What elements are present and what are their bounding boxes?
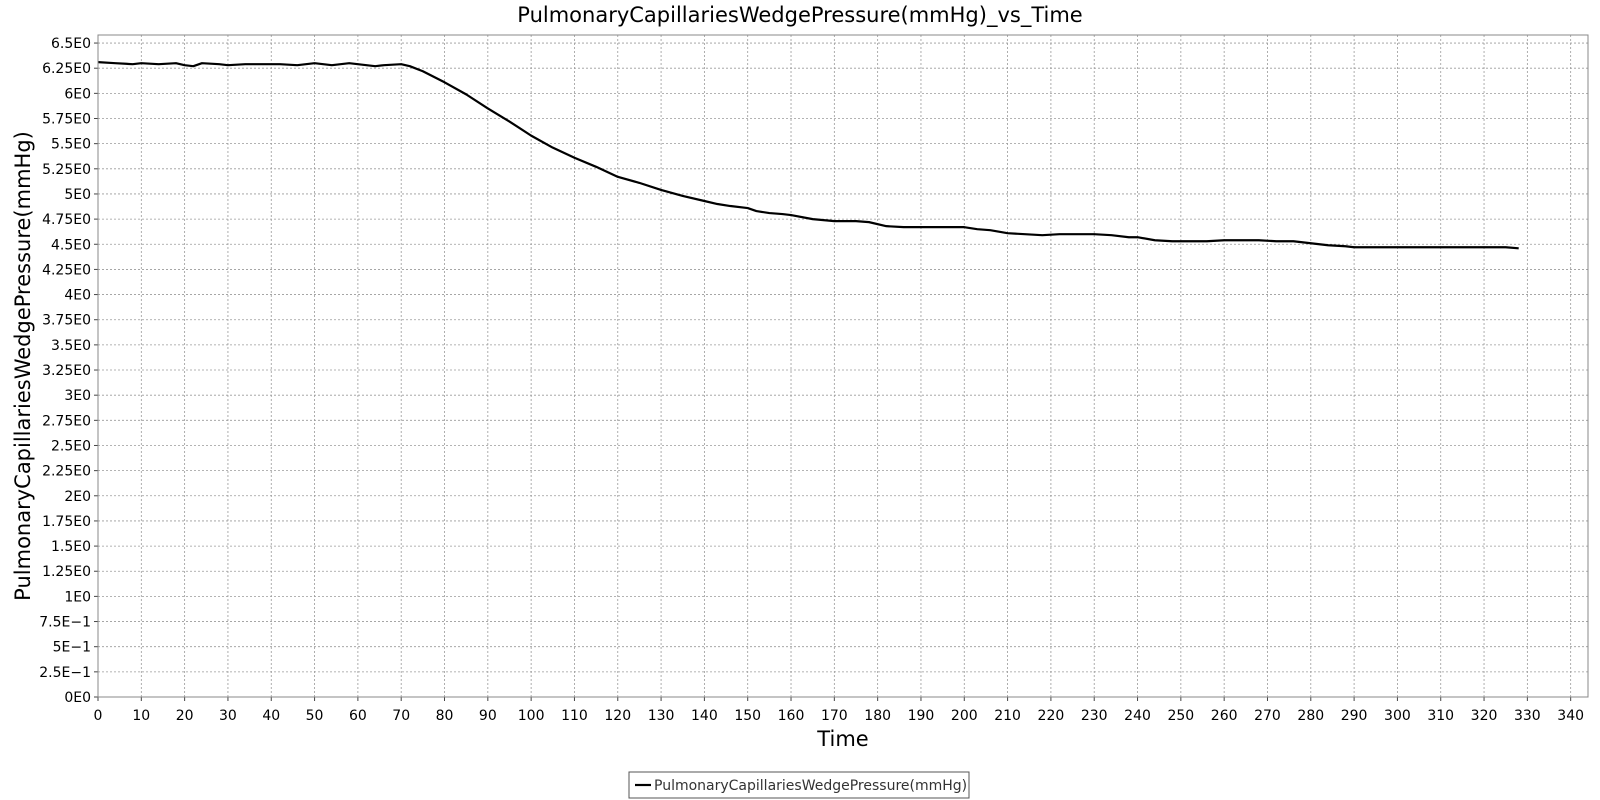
y-tick-label: 3.5E0 [51, 338, 91, 354]
x-axis-label: Time [816, 727, 868, 751]
x-tick-label: 60 [349, 708, 367, 724]
y-tick-label: 4.25E0 [42, 262, 91, 278]
y-tick-label: 5.25E0 [42, 162, 91, 178]
x-tick-label: 70 [392, 708, 410, 724]
y-tick-label: 2.5E0 [51, 438, 91, 454]
chart-title: PulmonaryCapillariesWedgePressure(mmHg)_… [517, 3, 1082, 28]
x-tick-label: 170 [821, 708, 848, 724]
x-tick-label: 200 [951, 708, 978, 724]
x-tick-label: 90 [479, 708, 497, 724]
y-tick-label: 5.5E0 [51, 137, 91, 153]
y-tick-label: 4.75E0 [42, 212, 91, 228]
y-axis-label: PulmonaryCapillariesWedgePressure(mmHg) [11, 131, 35, 601]
x-tick-label: 160 [778, 708, 805, 724]
x-tick-label: 150 [734, 708, 761, 724]
y-tick-label: 2.75E0 [42, 413, 91, 429]
x-tick-label: 10 [132, 708, 150, 724]
x-tick-label: 190 [908, 708, 935, 724]
y-tick-label: 0E0 [64, 690, 91, 706]
x-tick-label: 220 [1038, 708, 1065, 724]
y-tick-label: 6.5E0 [51, 36, 91, 52]
y-tick-label: 6E0 [64, 86, 91, 102]
x-tick-label: 330 [1514, 708, 1541, 724]
y-tick-label: 3.25E0 [42, 363, 91, 379]
x-tick-label: 240 [1124, 708, 1151, 724]
x-tick-label: 120 [604, 708, 631, 724]
y-tick-label: 5E−1 [53, 640, 91, 656]
x-tick-label: 130 [648, 708, 675, 724]
series-group [97, 61, 1519, 250]
x-tick-label: 250 [1167, 708, 1194, 724]
y-tick-label: 1.25E0 [42, 564, 91, 580]
y-tick-label: 3.75E0 [42, 313, 91, 329]
x-tick-label: 100 [518, 708, 545, 724]
y-tick-label: 5E0 [64, 187, 91, 203]
x-tick-label: 20 [176, 708, 194, 724]
y-axis-ticks: 0E0 2.5E−1 5E−1 7.5E−1 1E0 1.25E0 1.5E0 1.75E0 2… [39, 36, 98, 706]
x-tick-label: 270 [1254, 708, 1281, 724]
x-tick-label: 0 [94, 708, 103, 724]
y-tick-label: 2.25E0 [42, 464, 91, 480]
gridlines [97, 35, 1588, 698]
x-tick-label: 80 [436, 708, 454, 724]
x-tick-label: 50 [306, 708, 324, 724]
x-tick-label: 260 [1211, 708, 1238, 724]
legend-box [628, 771, 970, 799]
x-tick-label: 290 [1341, 708, 1368, 724]
y-tick-label: 2.5E−1 [39, 665, 91, 681]
x-tick-label: 320 [1471, 708, 1498, 724]
y-tick-label: 5.75E0 [42, 112, 91, 128]
y-tick-label: 1E0 [64, 589, 91, 605]
plot-border [97, 34, 1589, 698]
plot-area [98, 35, 1588, 697]
x-tick-label: 230 [1081, 708, 1108, 724]
x-tick-label: 40 [262, 708, 280, 724]
y-tick-label: 4.5E0 [51, 237, 91, 253]
x-tick-label: 340 [1557, 708, 1584, 724]
y-tick-label: 3E0 [64, 388, 91, 404]
y-tick-label: 4E0 [64, 288, 91, 304]
y-tick-label: 6.25E0 [42, 61, 91, 77]
y-tick-label: 7.5E−1 [39, 615, 91, 631]
x-tick-label: 140 [691, 708, 718, 724]
x-tick-label: 310 [1427, 708, 1454, 724]
x-tick-label: 110 [561, 708, 588, 724]
y-tick-label: 1.5E0 [51, 539, 91, 555]
x-tick-label: 300 [1384, 708, 1411, 724]
x-tick-label: 30 [219, 708, 237, 724]
legend-entry: PulmonaryCapillariesWedgePressure(mmHg) [654, 778, 967, 794]
y-tick-label: 2E0 [64, 489, 91, 505]
x-tick-label: 280 [1297, 708, 1324, 724]
x-tick-label: 210 [994, 708, 1021, 724]
series-line [97, 61, 1519, 250]
y-tick-label: 1.75E0 [42, 514, 91, 530]
legend: PulmonaryCapillariesWedgePressure(mmHg) [628, 771, 970, 799]
x-axis-ticks: 0 10 20 30 40 50 60 70 80 90 100 110 120 130 140 150 160… [94, 697, 1584, 724]
x-tick-label: 180 [864, 708, 891, 724]
